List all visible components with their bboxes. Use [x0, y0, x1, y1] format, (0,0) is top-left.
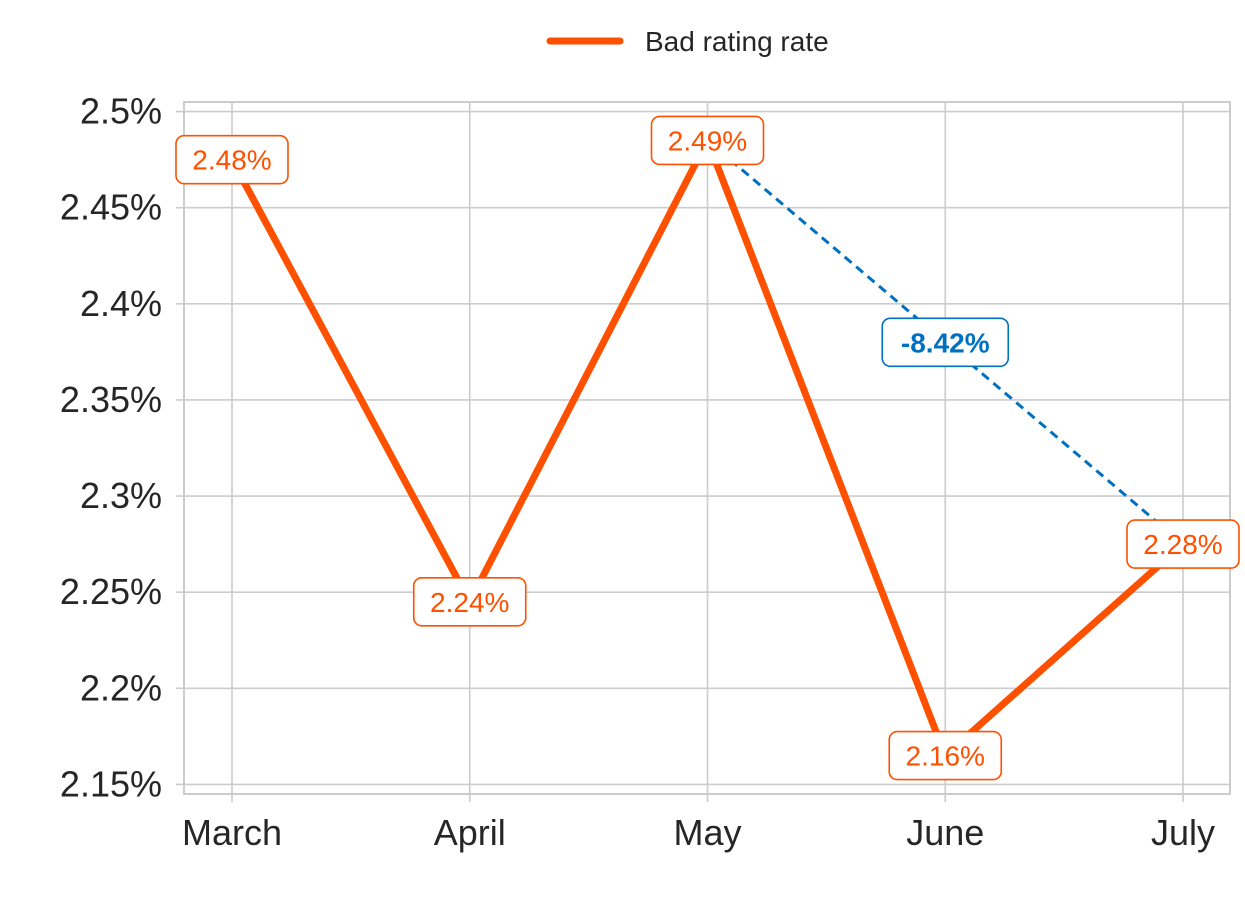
y-tick-label: 2.35%	[60, 379, 162, 420]
data-label: 2.28%	[1126, 519, 1240, 569]
y-tick-label: 2.2%	[80, 667, 162, 708]
data-label-text: 2.16%	[906, 741, 985, 772]
data-label-box	[1126, 519, 1240, 569]
y-axis-ticks: 2.15% 2.2% 2.25% 2.3% 2.35% 2.4% 2.45% 2.5%	[60, 91, 184, 804]
x-tick-label: May	[673, 812, 741, 853]
change-annotation: -8.42%	[706, 139, 1184, 546]
y-tick-label: 2.3%	[80, 475, 162, 516]
legend-label: Bad rating rate	[645, 26, 829, 57]
change-label-box	[881, 317, 1010, 368]
x-axis-ticks: March April May June July	[182, 794, 1215, 853]
data-label-text: 2.49%	[668, 125, 747, 156]
data-label-text: 2.48%	[192, 145, 271, 176]
data-label: 2.24%	[412, 576, 527, 627]
x-tick-label: June	[906, 812, 984, 853]
data-label: 2.49%	[650, 115, 765, 166]
x-tick-label: July	[1151, 812, 1215, 853]
y-tick-label: 2.45%	[60, 187, 162, 228]
y-tick-label: 2.15%	[60, 763, 162, 804]
legend: Bad rating rate	[546, 26, 829, 57]
x-tick-label: March	[182, 812, 282, 853]
data-label-box	[175, 134, 289, 185]
data-label-text: 2.28%	[1143, 529, 1222, 560]
x-tick-label: April	[434, 812, 506, 853]
data-label: 2.48%	[175, 134, 289, 185]
grid-lines	[184, 102, 1230, 794]
data-label-box	[412, 576, 527, 627]
y-tick-label: 2.4%	[80, 283, 162, 324]
y-tick-label: 2.25%	[60, 571, 162, 612]
data-label-text: 2.24%	[430, 587, 509, 618]
change-label: -8.42%	[901, 327, 990, 358]
data-labels: 2.48% 2.24% 2.49% 2.16% 2.28%	[175, 115, 1240, 781]
data-label: 2.16%	[888, 730, 1003, 781]
data-label-box	[888, 730, 1003, 781]
y-tick-label: 2.5%	[80, 91, 162, 132]
data-label-box	[650, 115, 765, 166]
